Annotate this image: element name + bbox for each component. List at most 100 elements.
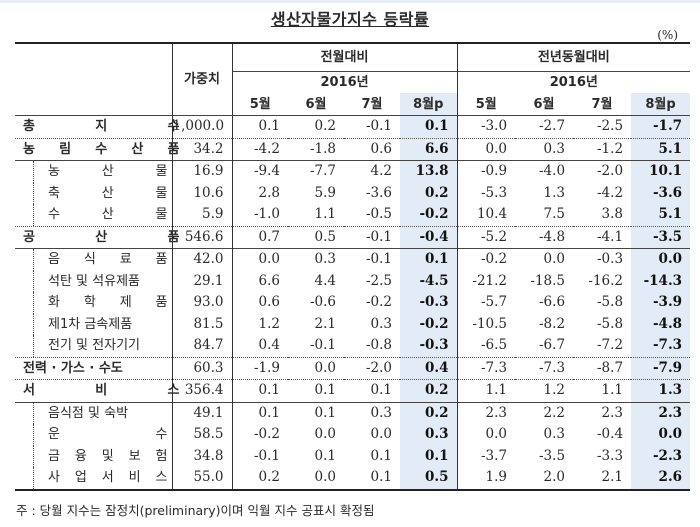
row-label-text: 산 xyxy=(95,229,108,245)
yoy-cell: -3.3 xyxy=(597,447,624,464)
mom-cell: -0.6 xyxy=(309,294,336,311)
weight-cell: 356.4 xyxy=(171,379,232,402)
row-label-text: 융 xyxy=(74,448,87,464)
yoy-cell: -2.3 xyxy=(631,445,691,467)
mom-cell: 0.1 xyxy=(400,115,458,138)
yoy-cell: -2.5 xyxy=(597,118,624,135)
mom-cell: 4.2 xyxy=(344,160,400,183)
header-month: 5월 xyxy=(456,93,516,116)
table-row: 운 수 58.5 -0.2 0.0 0.0 0.3 0.0 0.3 -0.4 0.0 xyxy=(15,424,691,446)
yoy-cell: -7.2 xyxy=(597,337,624,354)
mom-cell: 0.7 xyxy=(231,225,288,249)
yoy-cell: -5.8 xyxy=(597,294,624,311)
header-month: 5월 xyxy=(231,93,288,116)
row-label-text: 품 xyxy=(155,252,168,267)
weight-cell: 60.3 xyxy=(171,356,232,380)
mom-cell: -0.2 xyxy=(400,313,458,335)
mom-cell: 0.0 xyxy=(231,248,288,271)
yoy-cell: 2.3 xyxy=(573,401,632,424)
mom-cell: -0.2 xyxy=(400,204,458,226)
row-label-text: 비 xyxy=(95,383,108,399)
row-label-text: 물 xyxy=(155,185,168,201)
mom-cell: 1.1 xyxy=(314,206,336,223)
yoy-cell: -3.6 xyxy=(631,182,691,204)
mom-cell: -0.4 xyxy=(400,225,458,249)
row-label-text: 농 xyxy=(48,164,60,179)
yoy-cell: 1.1 xyxy=(456,379,516,402)
yoy-cell: -3.0 xyxy=(456,115,516,138)
yoy-cell: -14.3 xyxy=(631,270,691,292)
header-blank xyxy=(15,42,172,116)
footnote: 주 : 당월 지수는 잠정치(preliminary)이며 익월 지수 공표시 … xyxy=(16,503,375,518)
yoy-cell: -7.3 xyxy=(515,356,574,380)
row-label-text: 업 xyxy=(74,470,87,485)
row-label-text: 림 xyxy=(59,141,72,157)
row-label-text: 료 xyxy=(119,252,132,267)
mom-cell: 0.3 xyxy=(370,315,392,332)
table-row: 전기 및 전자기기 84.7 0.4 -0.1 -0.8 -0.3 -6.5 -6.7 -7.2… xyxy=(15,335,691,357)
yoy-cell: 0.3 xyxy=(543,426,566,443)
yoy-cell: -3.9 xyxy=(631,292,691,314)
yoy-cell: 10.1 xyxy=(631,160,691,183)
row-label-text: 제 xyxy=(119,295,132,310)
row-label-text: 금 xyxy=(48,448,60,464)
yoy-cell: -2.0 xyxy=(573,160,632,183)
mom-cell: 0.3 xyxy=(344,401,400,424)
row-label-text: 물 xyxy=(155,207,168,222)
yoy-cell: -7.3 xyxy=(631,335,691,357)
yoy-cell: -2.7 xyxy=(539,118,566,135)
mom-cell: 0.3 xyxy=(400,424,458,446)
table-row: 화 학 제 품 93.0 0.6 -0.6 -0.2 -0.3 -5.7 -6.6 -5.8 -3.9 xyxy=(15,292,691,314)
yoy-cell: 0.0 xyxy=(456,137,516,161)
row-label-text: 서 xyxy=(101,470,114,485)
mom-cell: 0.1 xyxy=(344,467,400,491)
table-row: 총 지 수 1,000.0 0.1 0.2 -0.1 0.1 -3.0 -2.7 -2.5 -1.7 xyxy=(15,115,691,138)
mom-cell: 0.0 xyxy=(288,467,344,491)
yoy-cell: -1.7 xyxy=(631,115,691,138)
mom-cell: 0.1 xyxy=(314,447,336,464)
row-label: 전기 및 전자기기 xyxy=(15,335,172,357)
yoy-cell: 2.6 xyxy=(631,467,691,491)
yoy-cell: -5.2 xyxy=(456,225,516,249)
yoy-cell: 0.0 xyxy=(631,424,691,446)
yoy-cell: 1.1 xyxy=(573,379,632,402)
row-label-text: 스 xyxy=(155,470,168,485)
yoy-cell: -4.1 xyxy=(573,225,632,249)
yoy-cell: -6.7 xyxy=(539,337,566,354)
yoy-cell: -4.0 xyxy=(515,160,574,183)
row-label-text: 식 xyxy=(83,252,96,267)
weight-cell: 29.1 xyxy=(171,270,232,292)
table-row: 음식점 및 숙박 49.1 0.1 0.1 0.3 0.2 2.3 2.2 2.3 2.3 xyxy=(15,401,691,424)
weight-cell: 58.5 xyxy=(171,424,232,446)
weight-cell: 93.0 xyxy=(171,292,232,314)
row-label-text: 지 xyxy=(95,119,108,135)
row-label-text: 품 xyxy=(167,141,180,157)
weight-cell: 81.5 xyxy=(171,313,232,335)
yoy-cell: -0.2 xyxy=(456,248,516,271)
mom-cell: 0.5 xyxy=(288,225,344,249)
yoy-cell: -16.2 xyxy=(588,272,624,289)
mom-cell: 0.1 xyxy=(231,401,288,424)
yoy-cell: -8.2 xyxy=(539,315,566,332)
row-label-text: 수 xyxy=(155,427,168,442)
yoy-cell: 0.0 xyxy=(631,248,691,271)
mom-cell: -0.1 xyxy=(344,225,400,249)
mom-cell: 0.2 xyxy=(400,182,458,204)
yoy-cell: 1.2 xyxy=(515,379,574,402)
row-label: 전력 · 가스 · 수도 xyxy=(15,356,172,380)
mom-cell: 0.4 xyxy=(400,356,458,380)
mom-cell: -7.7 xyxy=(288,160,344,183)
weight-cell: 55.0 xyxy=(171,467,232,491)
yoy-cell: 2.2 xyxy=(515,401,574,424)
mom-cell: 0.5 xyxy=(400,467,458,491)
mom-cell: 6.6 xyxy=(231,270,288,292)
weight-cell: 10.6 xyxy=(171,182,232,204)
